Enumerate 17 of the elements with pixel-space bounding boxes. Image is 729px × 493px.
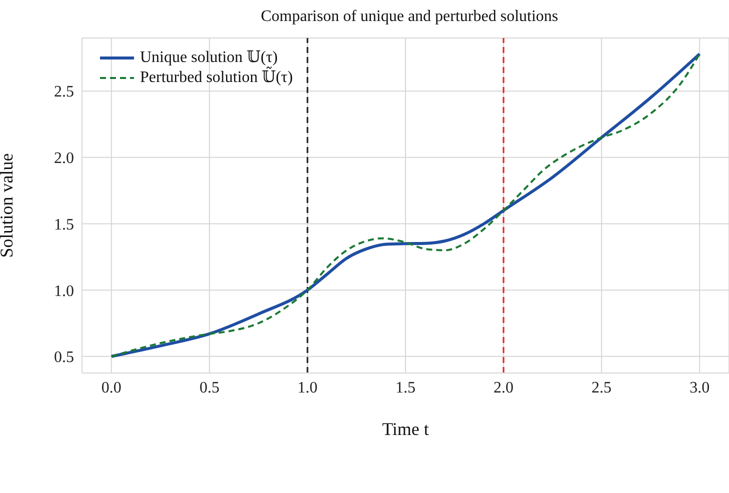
y-tick-label: 2.0 [54, 150, 74, 168]
x-tick-label: 2.5 [592, 379, 612, 396]
y-axis-title: Solution value [0, 153, 16, 258]
x-tick-label: 3.0 [690, 379, 710, 396]
legend-label: Unique solution 𝕌(τ) [140, 48, 278, 66]
x-tick-label: 1.5 [396, 379, 416, 396]
x-tick-label: 2.0 [494, 379, 514, 396]
y-tick-label: 2.5 [54, 84, 74, 101]
x-tick-label: 0.5 [199, 379, 220, 396]
legend-label: Perturbed solution 𝕌̃(τ) [140, 68, 293, 88]
x-axis-title: Time t [382, 419, 429, 439]
x-tick-label: 1.0 [297, 379, 318, 396]
y-tick-label: 1.5 [54, 216, 74, 234]
y-tick-label: 0.5 [54, 349, 74, 366]
x-tick-label: 0.0 [101, 379, 122, 396]
chart-title: Comparison of unique and perturbed solutions [260, 8, 560, 26]
y-tick-label: 1.0 [54, 282, 74, 300]
